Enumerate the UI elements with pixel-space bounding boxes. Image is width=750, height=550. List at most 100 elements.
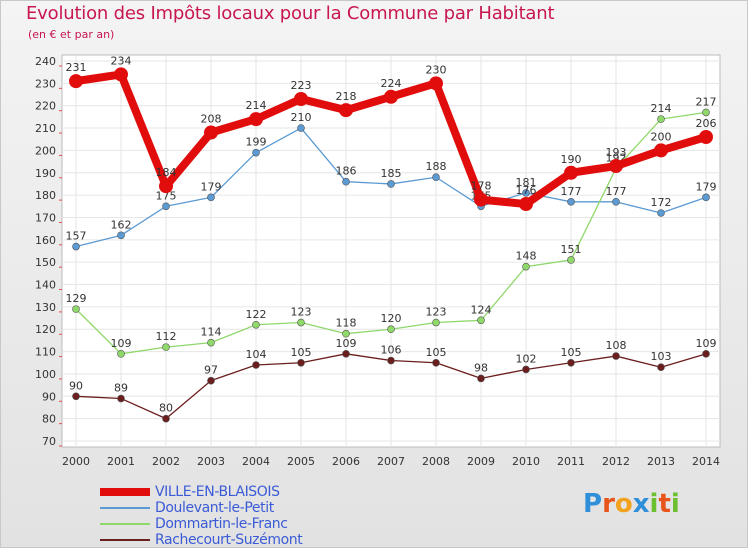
y-tick-label: 160: [35, 234, 56, 247]
data-label: 97: [204, 364, 218, 377]
data-point: [294, 92, 308, 106]
data-point: [387, 356, 395, 365]
y-tick-label: 220: [35, 100, 56, 113]
data-point: [612, 352, 620, 360]
data-label: 188: [426, 160, 447, 173]
y-tick-label: 180: [35, 189, 56, 202]
data-point: [612, 198, 620, 206]
legend-label: VILLE-EN-BLAISOIS: [155, 484, 280, 500]
x-tick-label: 2013: [647, 455, 675, 468]
data-point: [207, 338, 215, 347]
data-point: [252, 361, 260, 369]
data-label: 234: [111, 54, 132, 67]
data-label: 217: [696, 95, 717, 108]
data-label: 179: [696, 180, 717, 193]
logo-letter: x: [632, 489, 650, 519]
x-tick-label: 2001: [107, 455, 135, 468]
x-tick-label: 2010: [512, 455, 540, 468]
logo-letter: t: [658, 489, 671, 519]
data-point: [297, 358, 305, 367]
data-label: 172: [651, 196, 672, 209]
data-label: 157: [66, 230, 87, 243]
data-point: [519, 197, 533, 212]
y-tick-label: 140: [35, 279, 56, 292]
data-label: 103: [651, 350, 672, 363]
data-point: [342, 350, 350, 358]
data-point: [162, 202, 170, 211]
data-label: 105: [426, 346, 447, 359]
x-tick-label: 2005: [287, 455, 315, 468]
data-point: [387, 180, 395, 188]
data-label: 80: [159, 402, 173, 415]
data-point: [657, 209, 665, 217]
data-label: 224: [381, 77, 402, 90]
data-point: [702, 193, 710, 202]
data-point: [117, 394, 125, 403]
data-label: 129: [66, 292, 87, 305]
data-label: 109: [336, 337, 357, 350]
data-label: 177: [561, 185, 582, 198]
series-ville-en-blaisois: 231 234 184 208 214 223 218 224 230 178 176 190 193 2…: [66, 54, 717, 212]
proxiti-logo: Proxiti: [583, 489, 680, 519]
y-tick-label: 190: [35, 167, 56, 180]
y-tick-label: 80: [42, 413, 56, 426]
data-point: [522, 365, 530, 374]
data-point: [474, 192, 488, 207]
data-label: 162: [111, 218, 132, 231]
data-label: 190: [561, 153, 582, 166]
y-tick-label: 110: [35, 346, 56, 359]
data-label: 123: [426, 306, 447, 319]
legend-label: Dommartin-le-Franc: [155, 516, 288, 532]
data-point: [477, 316, 485, 325]
data-label: 122: [246, 308, 267, 321]
data-label: 177: [606, 185, 627, 198]
x-tick-label: 2007: [377, 455, 405, 468]
data-point: [297, 124, 305, 132]
data-label: 120: [381, 312, 402, 325]
y-tick-label: 90: [42, 390, 56, 403]
data-point: [297, 318, 305, 327]
data-label: 230: [426, 63, 447, 76]
x-tick-label: 2003: [197, 455, 225, 468]
data-label: 105: [561, 346, 582, 359]
data-label: 178: [471, 180, 492, 193]
data-point: [162, 343, 170, 351]
data-label: 124: [471, 303, 492, 316]
data-point: [69, 74, 83, 89]
data-point: [117, 231, 125, 240]
data-point: [249, 112, 263, 127]
data-point: [657, 115, 665, 123]
data-label: 89: [114, 382, 128, 395]
x-tick-label: 2012: [602, 455, 630, 468]
data-point: [207, 193, 215, 202]
chart-title: Evolution des Impôts locaux pour la Comm…: [26, 3, 555, 24]
x-tick-label: 2004: [242, 455, 270, 468]
data-point: [72, 392, 80, 401]
data-label: 223: [291, 79, 312, 92]
x-tick-label: 2014: [692, 455, 720, 468]
legend-swatch: [100, 507, 150, 509]
data-label: 109: [111, 337, 132, 350]
data-point: [432, 318, 440, 327]
data-label: 218: [336, 90, 357, 103]
data-point: [207, 376, 215, 385]
data-point: [702, 350, 710, 358]
data-point: [159, 179, 173, 194]
data-label: 199: [246, 136, 267, 149]
data-point: [72, 242, 80, 251]
data-point: [339, 103, 353, 118]
x-tick-label: 2006: [332, 455, 360, 468]
data-point: [699, 130, 713, 144]
data-label: 185: [381, 167, 402, 180]
data-label: 193: [606, 146, 627, 159]
legend-swatch: [100, 523, 150, 525]
data-point: [117, 350, 125, 358]
data-label: 112: [156, 330, 177, 343]
y-tick-label: 230: [35, 77, 56, 90]
data-label: 206: [696, 117, 717, 130]
logo-letter: r: [602, 489, 615, 519]
series-rachecourt-suz-mont: 90 89 80 97 104 105 109 106 105 98 102 105 108 103 109: [69, 337, 717, 423]
data-label: 176: [516, 184, 537, 197]
